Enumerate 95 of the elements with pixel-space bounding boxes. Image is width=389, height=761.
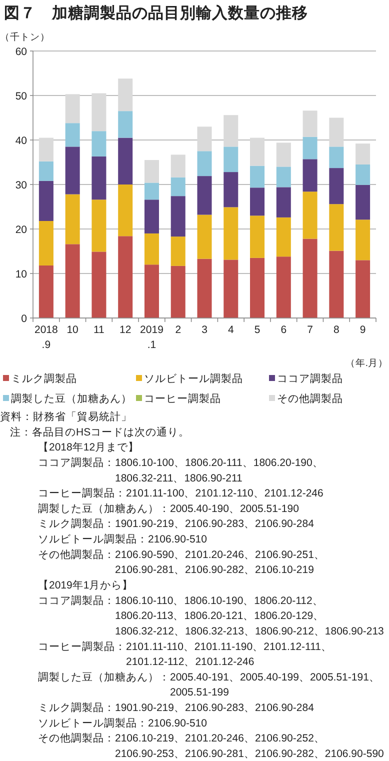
bar <box>92 131 106 156</box>
bar <box>144 182 159 200</box>
bar <box>170 236 186 266</box>
bar <box>250 216 265 258</box>
bar <box>356 260 370 318</box>
bar <box>356 164 370 185</box>
bar <box>118 236 133 318</box>
bar <box>224 172 238 208</box>
bar <box>356 184 370 220</box>
bar <box>224 207 238 260</box>
x-tick-label: 12 <box>120 324 132 336</box>
bar <box>276 217 291 257</box>
bar <box>65 244 80 318</box>
bar <box>170 196 186 237</box>
bar <box>38 265 54 318</box>
bar <box>197 214 212 259</box>
bar <box>224 115 238 147</box>
y-axis-title: （千トン） <box>0 31 50 43</box>
x-axis-title: （年.月） <box>345 357 388 369</box>
x-tick-label: 4 <box>228 324 234 336</box>
bar <box>276 187 291 218</box>
bar <box>250 188 265 216</box>
x-tick-label: 3 <box>202 324 208 336</box>
bar <box>170 177 186 196</box>
chart-title: 図７ 加糖調製品の品目別輸入数量の推移 <box>4 4 308 22</box>
bar <box>329 250 344 318</box>
bar <box>329 118 344 147</box>
bar <box>224 260 238 318</box>
bar <box>302 192 318 239</box>
bar <box>38 180 54 221</box>
bar <box>276 142 291 167</box>
bar <box>118 138 133 184</box>
y-tick-label: 10 <box>15 268 28 280</box>
x-tick-label: 2 <box>175 324 182 336</box>
legend-label: ソルビトール調製品 <box>144 372 243 385</box>
x-tick-label: 2018 .9 <box>34 324 58 351</box>
bar <box>329 168 344 204</box>
bar <box>250 138 265 166</box>
bar <box>197 258 212 318</box>
bar <box>144 264 159 318</box>
bar <box>38 138 54 162</box>
bar <box>170 154 186 178</box>
bar <box>329 146 344 168</box>
y-tick-label: 40 <box>15 135 28 147</box>
bar <box>197 151 212 176</box>
notes: 資料：財務省「貿易統計」 注：各品目のHSコードは次の通り。 【2018年12月まで】 ココア調製品：1806.10-100、1806.20-111、1806.20-190、1806.32-211、1806.90-211 コーヒー調製品：2101.11-100、2101.12-110、2101.12-246 調製した豆（加糖あん）：2005.40-190、2005.51-190 ミルク調製品：1901.90-219、2106.90-283、2106.90-284 ソルビトール調製品：2106.90-510 その他調製品：2106.90-590、2101.20-246、2106.90-251、2106.90-281、2106.90-282、2106.10-219 【2019年1月から】 ココア調製品：1806.10-110、1806.10-190、1806.20-112、1806.20-113、1806.20-121、1806.20-129、1806.32-212、1806.32-213、1806.90-212、1806.90-213 コーヒー調製品：2101.11-110、2101.11-190、2101.12-111、2101.12-112、2101.12-246 調製した豆（加糖あん）：2005.40-191、2005.40-199、2005.51-191、2005.51-199 ミルク調製品：1901.90-219、2106.90-283、2106.90-284 ソルビトール調製品：2106.90-510 その他調製品：2106.10-219、2101.20-246、2106.90-252、2106.90-253、2106.90-281、2106.90-282、2106.90-590 <box>0 411 384 760</box>
bar <box>92 200 106 252</box>
bar <box>118 111 133 138</box>
y-tick-label: 20 <box>15 224 28 236</box>
bar <box>302 159 318 192</box>
x-tick-label: 2019 .1 <box>140 324 164 351</box>
x-tick-label: 8 <box>334 324 340 336</box>
bar <box>276 166 291 188</box>
bar <box>144 160 159 183</box>
bar <box>276 256 291 318</box>
bar <box>197 126 212 152</box>
bar <box>170 266 186 318</box>
bar <box>144 233 159 265</box>
bar <box>118 78 133 112</box>
bar <box>302 238 318 318</box>
bar <box>356 220 370 260</box>
bar <box>38 161 54 181</box>
bar <box>65 194 80 244</box>
bar <box>250 258 265 318</box>
legend-label: ココア調製品 <box>277 372 343 385</box>
legend-label: コーヒー調製品 <box>144 392 221 405</box>
y-tick-label: 60 <box>15 46 28 58</box>
bar <box>302 110 318 137</box>
bar <box>329 204 344 251</box>
bar <box>65 123 80 147</box>
x-tick-label: 11 <box>94 324 105 336</box>
y-tick-label: 50 <box>15 90 28 102</box>
x-tick-label: 9 <box>360 324 366 336</box>
legend-label: 調製した豆（加糖あん） <box>11 392 132 405</box>
bar <box>224 146 238 172</box>
bar <box>65 146 80 194</box>
bar <box>302 136 318 160</box>
bar <box>92 252 106 318</box>
bar <box>38 220 54 266</box>
bar <box>197 176 212 215</box>
bar <box>144 200 159 234</box>
bar <box>356 144 370 164</box>
bar <box>118 184 133 236</box>
x-tick-label: 7 <box>307 324 314 336</box>
y-tick-label: 0 <box>21 313 28 325</box>
x-tick-label: 5 <box>254 324 260 336</box>
legend-label: ミルク調製品 <box>11 372 77 385</box>
x-tick-label: 10 <box>66 324 79 336</box>
bar <box>250 166 265 188</box>
legend-label: その他調製品 <box>277 392 343 405</box>
bar <box>92 156 106 200</box>
bar <box>65 94 80 124</box>
x-tick-label: 6 <box>280 324 287 336</box>
y-tick-label: 30 <box>15 180 28 192</box>
bar <box>92 93 106 132</box>
